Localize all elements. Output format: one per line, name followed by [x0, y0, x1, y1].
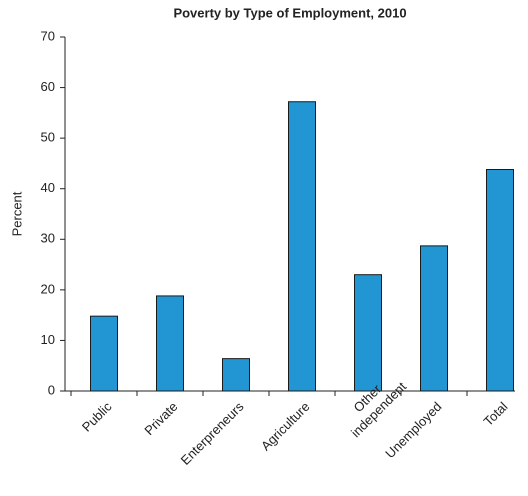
bar: [90, 315, 118, 392]
y-tick-label: 30: [41, 231, 55, 246]
x-tick-label: Agriculture: [258, 399, 313, 454]
bar: [354, 274, 382, 392]
x-tick-label: Public: [79, 399, 115, 435]
y-tick-label: 20: [41, 281, 55, 296]
bar: [420, 245, 448, 392]
bar: [288, 101, 316, 392]
bar: [222, 358, 250, 392]
y-tick-label: 0: [48, 382, 55, 397]
x-tick-label: Enterpreneurs: [178, 399, 247, 468]
x-tick-label: Unemployed: [382, 399, 444, 461]
chart-title: Poverty by Type of Employment, 2010: [173, 5, 406, 20]
y-tick-label: 70: [41, 28, 55, 43]
y-axis-label: Percent: [9, 191, 24, 236]
bar: [486, 168, 514, 392]
y-tick-label: 50: [41, 130, 55, 145]
y-tick-label: 60: [41, 79, 55, 94]
bar: [156, 295, 184, 392]
y-tick-label: 40: [41, 180, 55, 195]
x-tick-label: Private: [141, 399, 180, 438]
x-tick-label: Total: [481, 399, 511, 429]
y-tick-label: 10: [41, 332, 55, 347]
